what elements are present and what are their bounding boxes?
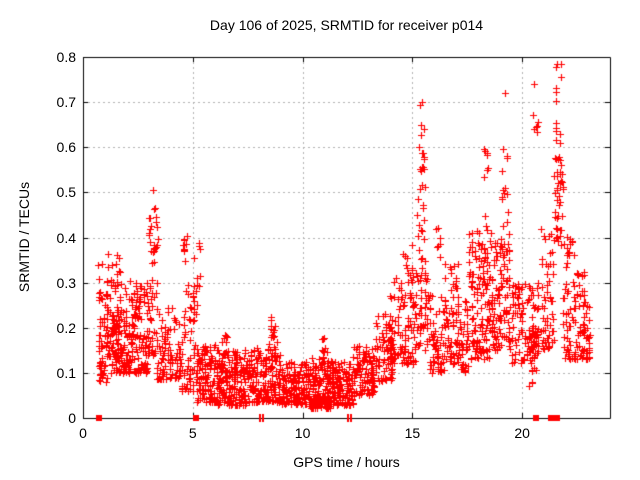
y-tick-label: 0.1 [56,364,76,381]
x-tick-label: 10 [294,425,311,441]
y-tick-label: 0.6 [56,139,76,156]
x-tick-label: 15 [404,425,421,441]
y-tick-label: 0.7 [56,94,76,111]
x-axis-label: GPS time / hours [293,454,400,470]
y-axis-label: SRMTID / TECUs [16,181,32,293]
chart-title: Day 106 of 2025, SRMTID for receiver p01… [209,17,484,33]
y-tick-label: 0 [68,410,76,426]
x-tick-label: 5 [188,425,197,441]
y-tick-label: 0.8 [56,49,76,65]
x-tick-label: 0 [79,425,87,441]
y-tick-label: 0.2 [56,319,76,336]
y-tick-label: 0.3 [56,274,76,291]
x-tick-label: 20 [514,425,530,441]
y-tick-label: 0.5 [56,184,76,201]
y-tick-label: 0.4 [56,229,76,246]
